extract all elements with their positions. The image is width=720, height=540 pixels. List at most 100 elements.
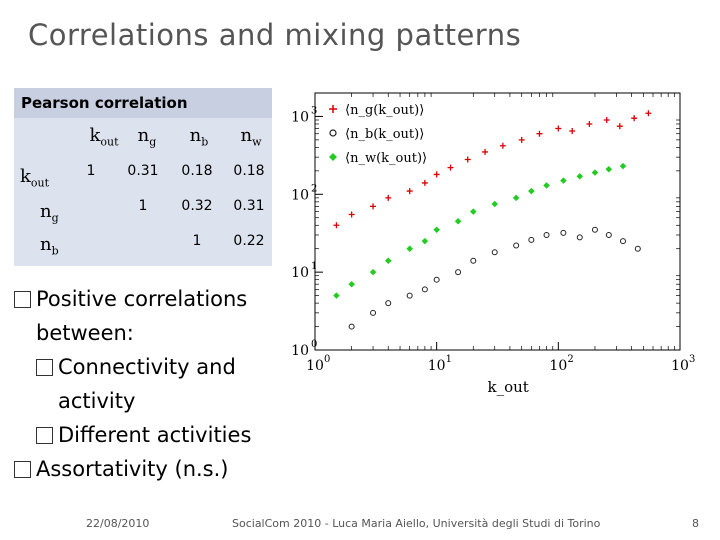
data-point (406, 188, 413, 195)
y-tick-exponent: 2 (311, 183, 317, 194)
x-tick-exponent: 0 (324, 354, 330, 365)
data-point (454, 217, 462, 225)
x-tick-label: 10 (549, 358, 567, 374)
y-tick-label: 10 (291, 109, 309, 125)
y-tick-label: 10 (291, 265, 309, 281)
bullet-box-icon (36, 427, 53, 444)
x-tick-exponent: 2 (567, 354, 573, 365)
y-tick-exponent: 1 (311, 261, 317, 272)
data-point (385, 300, 392, 307)
table-cell: 0.18 (233, 163, 265, 179)
data-point (518, 136, 525, 143)
data-point (576, 234, 583, 241)
x-axis-label: k_out (488, 378, 529, 396)
data-point (433, 226, 441, 234)
y-tick-exponent: 3 (311, 105, 317, 116)
table-heading: Pearson correlation (14, 88, 272, 118)
bullet-box-icon (14, 461, 31, 478)
data-point (543, 231, 550, 238)
legend-marker (329, 153, 337, 161)
data-point (333, 222, 340, 229)
data-point (634, 245, 641, 252)
data-point (348, 211, 355, 218)
data-point (469, 208, 477, 215)
data-point (591, 169, 599, 176)
data-point (527, 187, 535, 195)
data-point (385, 194, 392, 201)
data-point (605, 231, 612, 238)
legend-marker (329, 105, 337, 113)
bullet-box-icon (36, 359, 53, 376)
data-point (645, 110, 652, 117)
data-point (333, 292, 340, 299)
footer-date: 22/08/2010 (86, 517, 150, 530)
data-point (348, 280, 355, 288)
row-header-ng: ng (40, 201, 59, 225)
x-tick-exponent: 1 (446, 354, 452, 365)
data-point (491, 200, 499, 208)
data-point (631, 115, 638, 122)
bullet-item: Connectivity and activity (14, 350, 251, 418)
bullet-item: Assortativity (n.s.) (14, 452, 251, 486)
table-cell: 0.18 (181, 163, 213, 179)
table-cell: 1 (192, 233, 202, 249)
data-point (370, 203, 377, 210)
data-point (543, 182, 550, 189)
data-point (470, 257, 477, 264)
col-header-nb: nb (189, 125, 209, 149)
footer-page-number: 8 (692, 517, 699, 530)
data-point (447, 164, 454, 171)
row-header-nb: nb (40, 234, 59, 258)
data-point (616, 123, 623, 130)
slide-title: Correlations and mixing patterns (28, 18, 522, 52)
legend-label: ⟨n_w(k_out)⟩ (345, 151, 427, 166)
plot-frame (314, 92, 681, 351)
footer-credit: SocialCom 2010 - Luca Maria Aiello, Univ… (232, 517, 601, 530)
x-tick-label: 10 (306, 358, 324, 374)
data-point (560, 229, 567, 236)
data-point (512, 194, 520, 202)
data-point (421, 286, 428, 293)
x-tick-exponent: 3 (689, 354, 695, 365)
bullet-item: Different activities (14, 418, 251, 452)
bullet-list: Positive correlations between: Connectivi… (14, 282, 251, 486)
row-header-kout: kout (20, 166, 50, 190)
data-point (482, 148, 489, 155)
x-tick-label: 10 (671, 358, 689, 374)
bullet-item: Positive correlations between: (14, 282, 251, 350)
data-point (455, 269, 462, 276)
data-point (370, 309, 377, 316)
data-point (499, 142, 506, 149)
data-point (406, 245, 414, 253)
data-point (464, 156, 471, 163)
y-tick-label: 10 (291, 187, 309, 203)
legend-label: ⟨n_g(k_out)⟩ (345, 103, 424, 118)
legend-marker (329, 129, 337, 137)
data-point (591, 226, 598, 233)
data-point (421, 237, 429, 245)
data-point (513, 242, 520, 249)
legend-label: ⟨n_b(k_out)⟩ (345, 127, 424, 142)
data-point (586, 120, 593, 127)
pearson-table: Pearson correlation kout ng nb nw kout n… (14, 88, 272, 266)
table-cell: 0.31 (127, 163, 159, 179)
data-point (603, 116, 610, 123)
scatter-plot: 10 010 010 110 110 210 210 310 3k_out⟨n_g(k_out)… (291, 92, 695, 396)
data-point (369, 268, 377, 276)
data-point (619, 162, 627, 170)
data-point (433, 171, 440, 178)
data-point (619, 238, 626, 245)
data-point (536, 130, 543, 137)
col-header-nw: nw (240, 125, 262, 149)
table-cell: 0.31 (233, 198, 265, 214)
bullet-box-icon (14, 291, 31, 308)
data-point (406, 292, 413, 299)
col-header-ng: ng (137, 125, 157, 149)
y-tick-exponent: 0 (311, 339, 317, 350)
data-point (560, 177, 567, 184)
x-tick-label: 10 (428, 358, 446, 374)
data-point (348, 323, 355, 330)
data-point (576, 172, 584, 180)
col-header-kout: kout (89, 125, 119, 149)
y-tick-label: 10 (291, 343, 309, 359)
